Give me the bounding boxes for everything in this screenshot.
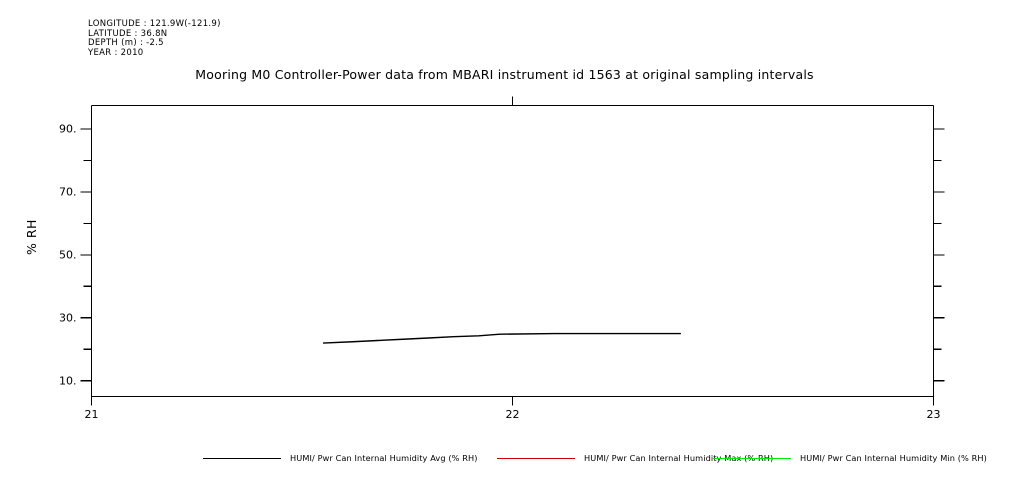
metadata-block: LONGITUDE : 121.9W(-121.9) LATITUDE : 36… bbox=[88, 19, 221, 58]
x-tick-label: 21 bbox=[84, 407, 99, 421]
data-series-line bbox=[323, 332, 681, 344]
y-tick-label: 70. bbox=[59, 185, 77, 199]
legend-line-swatch bbox=[713, 457, 791, 459]
legend-line-swatch bbox=[497, 457, 575, 459]
legend-item[interactable]: HUMI/ Pwr Can Internal Humidity Max (% R… bbox=[497, 450, 773, 466]
legend-label: HUMI/ Pwr Can Internal Humidity Max (% R… bbox=[584, 453, 774, 463]
metadata-year: YEAR : 2010 bbox=[88, 47, 144, 58]
series-layer bbox=[323, 332, 681, 344]
metadata-latitude: LATITUDE : 36.8N bbox=[88, 28, 168, 39]
metadata-longitude: LONGITUDE : 121.9W(-121.9) bbox=[88, 19, 221, 29]
axes-layer bbox=[80, 96, 945, 406]
legend-item[interactable]: HUMI/ Pwr Can Internal Humidity Avg (% R… bbox=[203, 450, 478, 466]
y-tick-label: 50. bbox=[59, 248, 77, 262]
y-tick-label: 90. bbox=[59, 122, 77, 136]
chart-title: Mooring M0 Controller-Power data from MB… bbox=[195, 67, 814, 82]
legend-label: HUMI/ Pwr Can Internal Humidity Avg (% R… bbox=[290, 453, 478, 463]
legend-item[interactable]: HUMI/ Pwr Can Internal Humidity Min (% R… bbox=[713, 450, 987, 466]
y-tick-label: 10. bbox=[59, 374, 77, 388]
y-tick-label: 30. bbox=[59, 311, 77, 325]
legend-label: HUMI/ Pwr Can Internal Humidity Min (% R… bbox=[800, 453, 987, 463]
metadata-depth: DEPTH (m) : -2.5 bbox=[88, 38, 164, 49]
x-tick-label: 23 bbox=[926, 407, 941, 421]
x-tick-label: 22 bbox=[505, 407, 520, 421]
legend-line-swatch bbox=[203, 457, 281, 459]
chart-legend: HUMI/ Pwr Can Internal Humidity Avg (% R… bbox=[0, 450, 1009, 466]
